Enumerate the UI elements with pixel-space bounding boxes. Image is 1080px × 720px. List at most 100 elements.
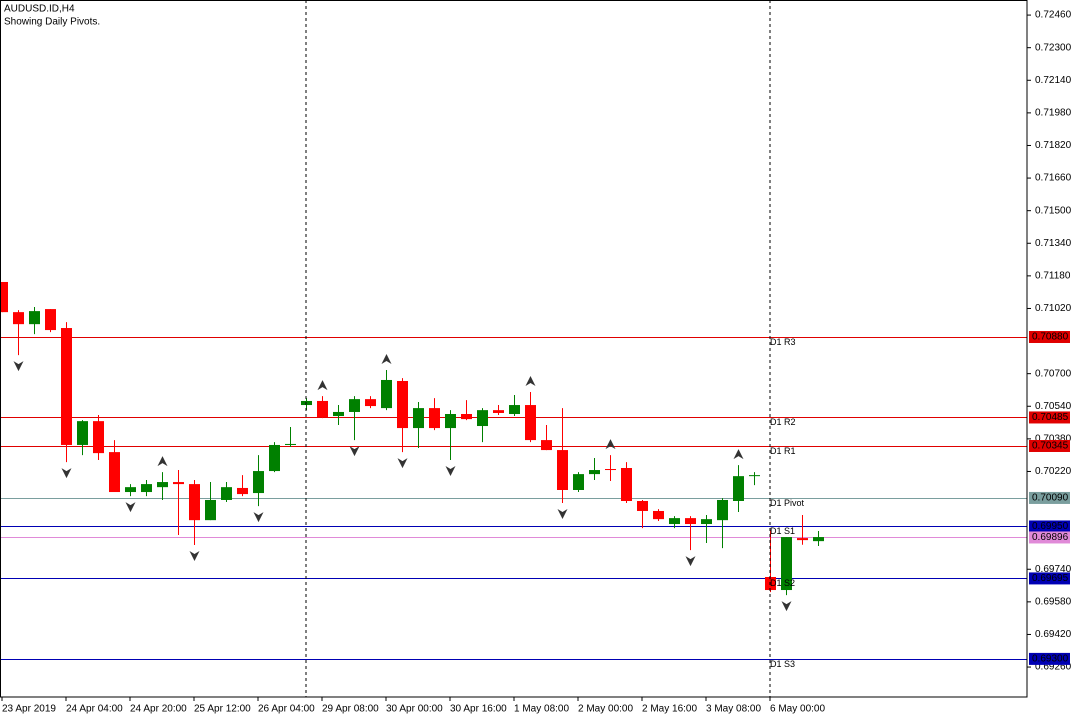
y-tick-label: 0.71980 bbox=[1035, 108, 1072, 119]
candle-body bbox=[253, 471, 264, 494]
candle-body bbox=[397, 380, 408, 429]
fractal-up bbox=[605, 439, 616, 450]
x-tick-label: 30 Apr 16:00 bbox=[450, 704, 507, 715]
fractal-down bbox=[253, 512, 264, 523]
candle-body bbox=[349, 399, 360, 412]
candle-body bbox=[189, 484, 200, 521]
fractal-down bbox=[13, 361, 24, 372]
price-label-box bbox=[1029, 652, 1070, 665]
candle-body bbox=[589, 470, 600, 475]
fractal-up bbox=[381, 353, 392, 364]
fractal-down bbox=[189, 551, 200, 562]
candle-body bbox=[381, 379, 392, 409]
candle-body bbox=[45, 309, 56, 331]
candle-body bbox=[205, 499, 216, 521]
candle-body bbox=[701, 519, 712, 525]
candle-body bbox=[333, 411, 344, 417]
fractal-down bbox=[125, 502, 136, 513]
y-tick-label: 0.72140 bbox=[1035, 75, 1072, 86]
y-tick-label: 0.70700 bbox=[1035, 368, 1072, 379]
candle-body bbox=[749, 475, 760, 477]
y-tick-label: 0.72460 bbox=[1035, 10, 1072, 21]
price-label-box bbox=[1029, 531, 1070, 544]
candle-body bbox=[669, 518, 680, 525]
y-tick-label: 0.71820 bbox=[1035, 140, 1072, 151]
price-label-box bbox=[1029, 491, 1070, 504]
candle-body bbox=[477, 410, 488, 427]
y-tick-label: 0.71500 bbox=[1035, 205, 1072, 216]
x-tick-label: 1 May 08:00 bbox=[514, 704, 569, 715]
fractal-down bbox=[781, 601, 792, 612]
x-tick-label: 24 Apr 20:00 bbox=[130, 704, 187, 715]
candle-body bbox=[141, 484, 152, 493]
price-label: 0.69896 bbox=[1032, 532, 1069, 543]
candle-body bbox=[685, 518, 696, 525]
pivot-name: D1 S2 bbox=[770, 578, 795, 588]
candle-body bbox=[493, 410, 504, 413]
candle-body bbox=[77, 421, 88, 445]
pivot-name: D1 Pivot bbox=[770, 498, 805, 508]
candle-body bbox=[413, 408, 424, 429]
candle-body bbox=[461, 414, 472, 420]
candle-body bbox=[365, 399, 376, 407]
candle-body bbox=[317, 400, 328, 418]
candle-body bbox=[157, 482, 168, 488]
price-label-box bbox=[1029, 330, 1070, 343]
x-tick-label: 25 Apr 12:00 bbox=[194, 704, 251, 715]
y-tick-label: 0.69420 bbox=[1035, 629, 1072, 640]
plot-area bbox=[0, 281, 1027, 660]
fractal-down bbox=[61, 468, 72, 479]
y-tick-label: 0.71180 bbox=[1035, 271, 1071, 282]
candle-body bbox=[781, 537, 792, 591]
candle-body bbox=[285, 443, 296, 445]
x-tick-label: 2 May 00:00 bbox=[578, 704, 633, 715]
candle-body bbox=[237, 487, 248, 495]
y-tick-label: 0.71340 bbox=[1035, 238, 1072, 249]
fractal-down bbox=[445, 466, 456, 477]
fractal-down bbox=[349, 446, 360, 457]
candle-body bbox=[173, 482, 184, 485]
y-tick-label: 0.70380 bbox=[1035, 434, 1072, 445]
pivot-name: D1 R3 bbox=[770, 337, 796, 347]
candle-body bbox=[29, 311, 40, 325]
y-tick-label: 0.70220 bbox=[1035, 466, 1072, 477]
chart-subtitle: Showing Daily Pivots. bbox=[4, 17, 100, 28]
price-label-box bbox=[1029, 572, 1070, 585]
candle-body bbox=[445, 414, 456, 429]
price-label: 0.70880 bbox=[1032, 332, 1069, 343]
fractal-up bbox=[157, 456, 168, 467]
candle-body bbox=[573, 474, 584, 490]
candle-body bbox=[61, 328, 72, 445]
price-label: 0.69695 bbox=[1032, 573, 1069, 584]
x-tick-label: 2 May 16:00 bbox=[642, 704, 697, 715]
price-label-box bbox=[1029, 439, 1070, 452]
price-label: 0.70485 bbox=[1032, 412, 1069, 423]
x-tick-label: 3 May 08:00 bbox=[706, 704, 761, 715]
y-tick-label: 0.72300 bbox=[1035, 42, 1072, 53]
pivot-name: D1 R1 bbox=[770, 446, 796, 456]
candle-body bbox=[541, 440, 552, 451]
x-tick-label: 26 Apr 04:00 bbox=[258, 704, 315, 715]
x-tick-label: 29 Apr 08:00 bbox=[322, 704, 379, 715]
candle-body bbox=[605, 469, 616, 471]
x-tick-label: 24 Apr 04:00 bbox=[66, 704, 123, 715]
candle-body bbox=[621, 467, 632, 502]
candle-body bbox=[109, 452, 120, 493]
fractal-up bbox=[525, 375, 536, 386]
y-tick-label: 0.69740 bbox=[1035, 564, 1072, 575]
price-label: 0.70090 bbox=[1032, 493, 1069, 504]
candle-body bbox=[429, 408, 440, 429]
fractal-down bbox=[685, 556, 696, 567]
candle-body bbox=[557, 450, 568, 490]
y-tick-label: 0.71020 bbox=[1035, 303, 1072, 314]
candle-body bbox=[733, 476, 744, 502]
candle-body bbox=[717, 499, 728, 521]
fractal-down bbox=[557, 509, 568, 520]
candle-body bbox=[0, 281, 8, 313]
chart-title: AUDUSD.ID,H4 bbox=[4, 4, 75, 15]
price-label: 0.69300 bbox=[1032, 654, 1069, 665]
y-tick-label: 0.69260 bbox=[1035, 662, 1072, 673]
fractal-down bbox=[397, 458, 408, 469]
